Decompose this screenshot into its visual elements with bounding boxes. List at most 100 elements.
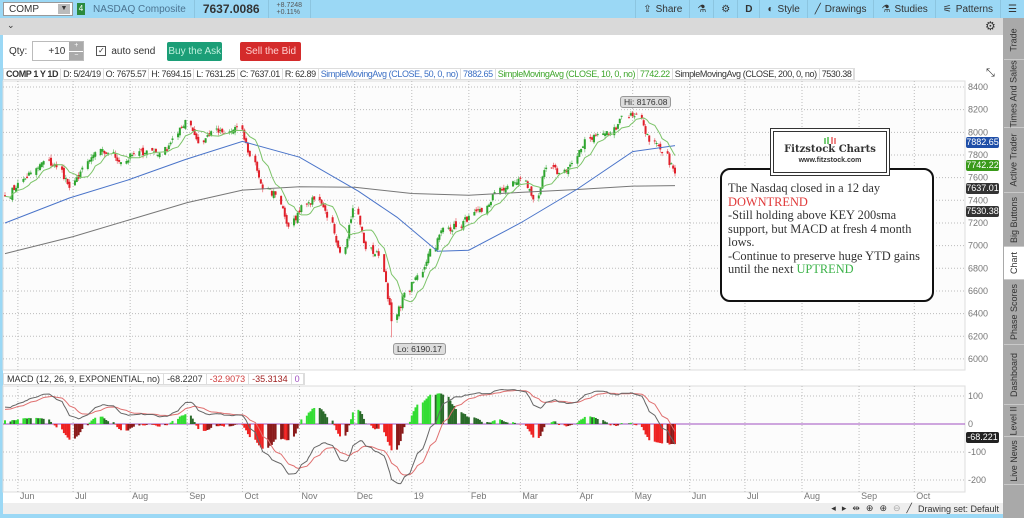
candle — [427, 253, 430, 264]
candle — [191, 127, 194, 132]
candle — [9, 197, 12, 199]
histogram-bar — [64, 424, 67, 436]
minus-icon[interactable]: − — [69, 51, 84, 60]
tab-active-trader[interactable]: Active Trader — [1004, 128, 1024, 193]
candle — [61, 166, 64, 170]
candle — [486, 205, 489, 215]
candle — [357, 208, 360, 215]
candle — [48, 159, 51, 161]
histogram-bar — [425, 398, 428, 424]
candle — [324, 205, 327, 211]
candle — [627, 117, 630, 119]
candle — [578, 149, 581, 157]
candle — [453, 223, 456, 230]
candle — [318, 196, 321, 201]
candle — [434, 248, 437, 252]
sma50-label[interactable]: SimpleMovingAvg (CLOSE, 50, 0, no) — [319, 69, 461, 79]
d-button[interactable]: D — [737, 0, 759, 18]
gear-button[interactable]: ⚙ — [713, 0, 737, 18]
candle — [53, 164, 56, 167]
sell-the-bid-button[interactable]: Sell the Bid — [240, 41, 302, 61]
candle — [412, 281, 415, 283]
candle — [524, 180, 527, 182]
chevron-down-icon[interactable]: ⌄ — [7, 20, 15, 30]
buy-the-ask-button[interactable]: Buy the Ask — [167, 41, 223, 61]
auto-send-label: auto send — [111, 45, 156, 57]
pencil-icon: ╱ — [814, 3, 821, 15]
candle — [661, 152, 664, 154]
candle — [180, 126, 183, 128]
sma200-label[interactable]: SimpleMovingAvg (CLOSE, 200, 0, no) — [673, 69, 820, 79]
candle — [519, 177, 522, 179]
histogram-bar — [103, 418, 106, 424]
zoom-in-icon[interactable]: ⊕ — [879, 503, 887, 513]
expand-icon[interactable]: ⤡ — [986, 67, 995, 79]
histogram-bar — [486, 422, 489, 424]
symbol-selector[interactable]: COMP ▼ — [3, 2, 73, 16]
close-badge: 7637.01 — [966, 183, 999, 194]
histogram-bar — [305, 415, 308, 424]
candle — [274, 191, 277, 195]
drawing-line-icon[interactable]: ╱ — [906, 503, 912, 513]
histogram-bar — [94, 417, 97, 424]
flask-button[interactable]: ⚗ — [689, 0, 713, 18]
candle — [388, 297, 391, 305]
zoom-out-icon[interactable]: ⊖ — [892, 503, 901, 513]
tab-label: Dashboard — [1009, 352, 1019, 397]
pan-icon[interactable]: ⇹ — [852, 503, 860, 513]
scroll-left-icon[interactable]: ◂ — [831, 503, 836, 513]
candle — [346, 238, 349, 248]
candle — [178, 127, 181, 136]
plus-icon[interactable]: + — [69, 42, 84, 51]
tab-level-ii[interactable]: Level II — [1004, 405, 1024, 437]
candle — [512, 181, 515, 187]
link-group-icon[interactable]: 4 — [77, 3, 85, 15]
candle — [145, 150, 148, 155]
macd-label[interactable]: MACD (12, 26, 9, EXPONENTIAL, no) — [4, 374, 165, 384]
candle — [246, 142, 249, 153]
tab-chart[interactable]: Chart — [1004, 247, 1024, 280]
crosshair-icon[interactable]: ⊕ — [865, 503, 874, 513]
share-button[interactable]: ⇪ Share — [635, 0, 689, 18]
symbol-value: COMP — [9, 3, 39, 15]
histogram-bar — [77, 424, 80, 436]
tab-label: Active Trader — [1009, 133, 1019, 187]
drawing-set[interactable]: Drawing set: Default — [917, 503, 999, 514]
auto-send-checkbox[interactable]: ✓ — [96, 46, 107, 56]
tab-dashboard[interactable]: Dashboard — [1004, 345, 1024, 405]
tab-times-and-sales[interactable]: Times And Sales — [1004, 60, 1024, 128]
candle — [326, 211, 329, 218]
histogram-bar — [37, 418, 40, 424]
histogram-bar — [491, 421, 494, 424]
sma10-label[interactable]: SimpleMovingAvg (CLOSE, 10, 0, no) — [496, 69, 639, 79]
histogram-bar — [550, 422, 553, 424]
qty-stepper[interactable]: + − — [69, 42, 84, 60]
tab-big-buttons[interactable]: Big Buttons — [1004, 193, 1024, 247]
histogram-bar — [62, 424, 65, 434]
tab-live-news[interactable]: Live News — [1004, 437, 1024, 485]
candle — [37, 167, 40, 169]
macd-avg: -32.9073 — [207, 374, 250, 384]
candle — [602, 133, 605, 136]
x-tick-label: May — [635, 491, 653, 501]
candle — [248, 150, 251, 157]
drawings-button[interactable]: ╱ Drawings — [806, 0, 874, 18]
menu-button[interactable]: ☰ — [1000, 0, 1024, 18]
candle — [616, 124, 619, 129]
style-button[interactable]: ◐ Style — [759, 0, 806, 18]
tab-trade[interactable]: Trade — [1004, 20, 1024, 60]
qty-input[interactable]: +10 + − — [32, 41, 85, 61]
tab-phase-scores[interactable]: Phase Scores — [1004, 280, 1024, 345]
tool-label: Share — [655, 3, 683, 15]
histogram-bar — [563, 424, 566, 426]
patterns-button[interactable]: ⚟ Patterns — [934, 0, 1000, 18]
candle — [11, 187, 14, 201]
gear-icon[interactable]: ⚙ — [985, 19, 996, 33]
studies-button[interactable]: ⚗ Studies — [873, 0, 934, 18]
candle — [537, 195, 540, 199]
histogram-bar — [596, 418, 599, 424]
scroll-right-icon[interactable]: ▸ — [841, 503, 847, 513]
candle — [223, 133, 226, 135]
candle — [488, 204, 491, 207]
chevron-down-icon[interactable]: ▼ — [58, 4, 70, 14]
